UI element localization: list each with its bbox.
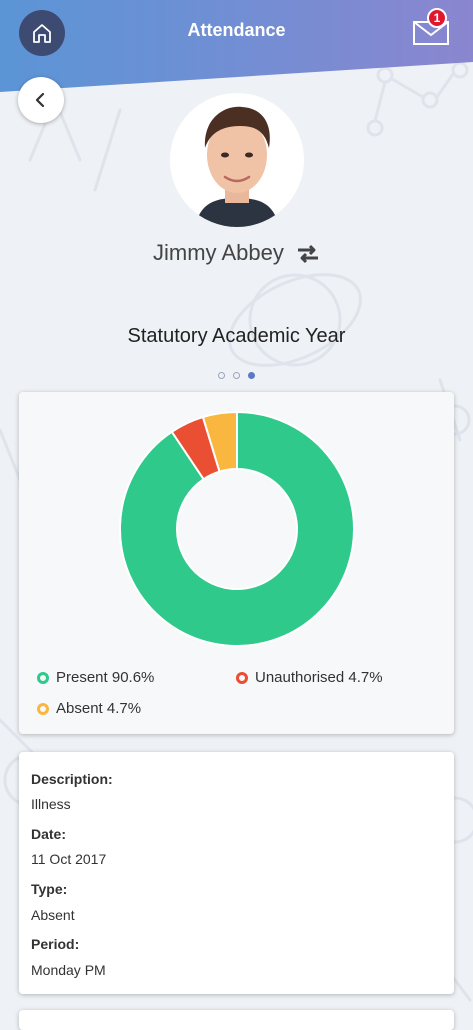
home-button[interactable] xyxy=(19,10,65,56)
legend-unauthorised-marker xyxy=(236,671,248,684)
legend-present: Present 90.6% xyxy=(37,669,154,686)
next-detail-card[interactable] xyxy=(19,1010,454,1030)
type-label: Type: xyxy=(31,881,68,897)
swap-icon[interactable] xyxy=(296,244,320,264)
legend-unauthorised: Unauthorised 4.7% xyxy=(236,669,383,686)
page-dot-active[interactable] xyxy=(248,372,256,379)
absence-detail-card[interactable]: Description: Illness Date: 11 Oct 2017 T… xyxy=(19,752,454,994)
legend-unauthorised-label: Unauthorised 4.7% xyxy=(255,669,383,686)
page-dot[interactable] xyxy=(217,372,225,379)
description-label: Description: xyxy=(31,771,113,787)
attendance-chart-card: Present 90.6% Unauthorised 4.7% Absent 4… xyxy=(19,392,454,734)
page-title: Attendance xyxy=(187,20,286,40)
type-value: Absent xyxy=(31,907,75,923)
date-value: 11 Oct 2017 xyxy=(31,851,107,867)
chevron-left-icon xyxy=(35,92,45,108)
legend-present-marker xyxy=(37,671,49,684)
legend-absent-marker xyxy=(37,702,49,715)
student-name: Jimmy Abbey xyxy=(153,240,284,265)
attendance-donut-chart xyxy=(119,411,355,647)
student-avatar xyxy=(170,93,304,227)
page-dot[interactable] xyxy=(233,372,240,379)
donut-slice-absent[interactable] xyxy=(201,411,238,473)
date-label: Date: xyxy=(31,826,67,842)
donut-slice-present[interactable] xyxy=(119,411,355,647)
student-name-row: Jimmy Abbey xyxy=(0,240,473,266)
page-indicator xyxy=(0,366,473,384)
period-value: Monday PM xyxy=(31,962,106,978)
legend-present-label: Present 90.6% xyxy=(56,669,155,686)
legend-absent-label: Absent 4.7% xyxy=(56,700,142,717)
home-icon xyxy=(33,24,51,43)
unread-badge: 1 xyxy=(427,8,447,28)
back-button[interactable] xyxy=(18,77,64,123)
legend-absent: Absent 4.7% xyxy=(37,700,141,717)
period-label: Period: xyxy=(31,936,80,952)
section-title: Statutory Academic Year xyxy=(127,325,346,347)
description-value: Illness xyxy=(31,796,71,812)
